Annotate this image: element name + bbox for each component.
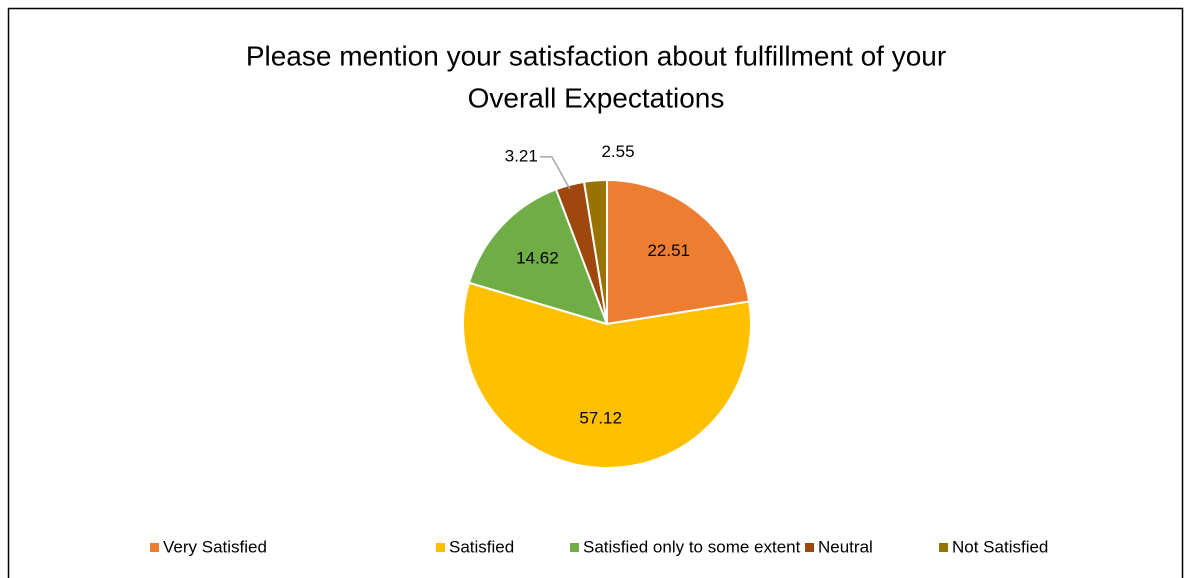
data-label: 3.21 xyxy=(505,146,538,165)
legend-label: Neutral xyxy=(818,537,873,556)
data-label: 14.62 xyxy=(516,249,559,268)
data-label: 57.12 xyxy=(579,408,622,427)
pie-slice xyxy=(462,281,752,469)
data-label: 22.51 xyxy=(647,241,690,260)
legend-label: Satisfied only to some extent xyxy=(583,537,801,556)
legend-swatch xyxy=(805,543,814,552)
data-label: 2.55 xyxy=(601,142,634,161)
legend-label: Satisfied xyxy=(449,537,514,556)
chart-title: Overall Expectations xyxy=(468,82,725,113)
legend-swatch xyxy=(436,543,445,552)
leader-line xyxy=(539,156,571,190)
chart-title: Please mention your satisfaction about f… xyxy=(246,40,946,71)
legend-swatch xyxy=(570,543,579,552)
pie-slice xyxy=(582,178,608,325)
legend-label: Very Satisfied xyxy=(163,537,267,556)
legend-swatch xyxy=(150,543,159,552)
pie-slice xyxy=(606,178,751,326)
pie-slice xyxy=(467,188,609,326)
legend-label: Not Satisfied xyxy=(952,537,1048,556)
legend-swatch xyxy=(939,543,948,552)
